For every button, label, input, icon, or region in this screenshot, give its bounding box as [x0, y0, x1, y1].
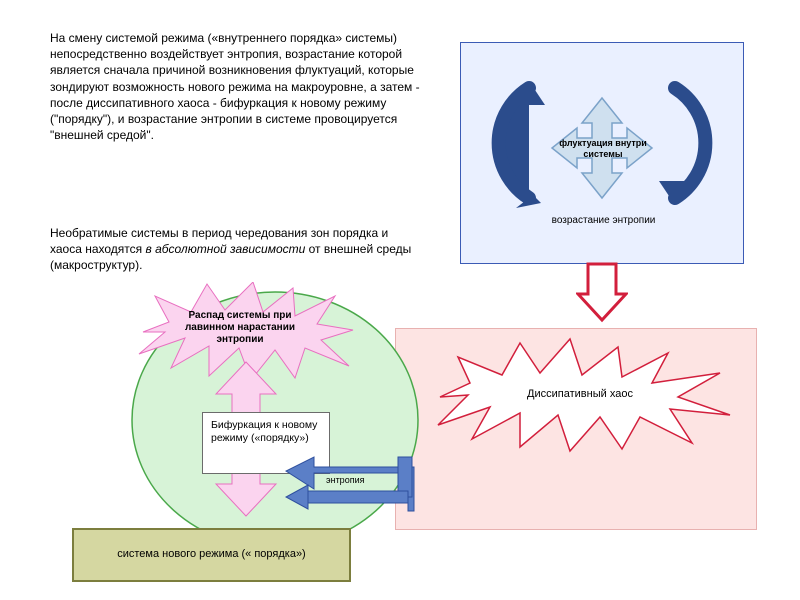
new-regime-box: система нового режима (« порядка»)	[72, 528, 351, 582]
down-arrow-icon	[576, 262, 628, 324]
entropy-growth-label: возрастание энтропии	[531, 215, 676, 227]
para-text: На смену системой режима («внутреннего п…	[50, 31, 420, 142]
pink-star-label: Распад системы при лавинном нарастании э…	[180, 310, 300, 346]
intro-paragraph-2: Необратимые системы в период чередования…	[50, 225, 420, 274]
intro-paragraph: На смену системой режима («внутреннего п…	[50, 30, 440, 143]
para2-italic: в абсолютной зависимости	[146, 242, 309, 256]
new-regime-label: система нового режима (« порядка»)	[117, 548, 305, 561]
blue-elbow-arrow-icon	[280, 455, 420, 515]
flukt-label: флуктуация внутри системы	[557, 138, 649, 160]
chaos-label: Диссипативный хаос	[500, 388, 660, 401]
fluctuation-box: флуктуация внутри системы возрастание эн…	[460, 42, 744, 264]
bifurc-label: Бифуркация к новому режиму («порядку»)	[211, 419, 321, 444]
